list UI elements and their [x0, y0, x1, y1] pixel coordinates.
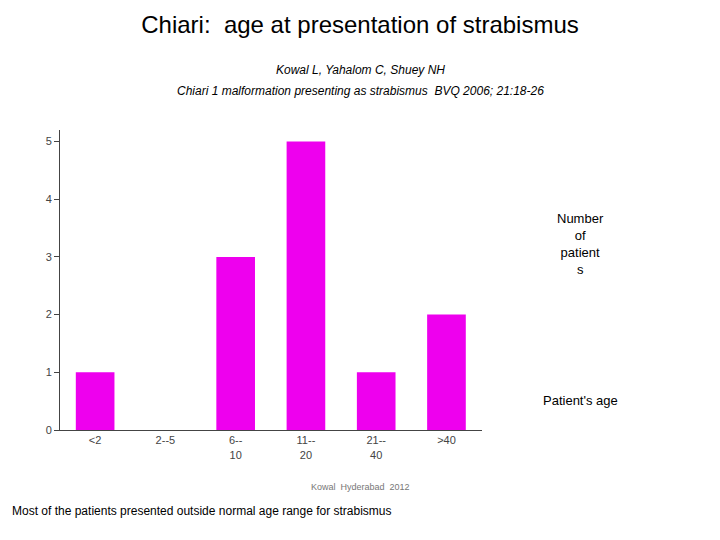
svg-text:0: 0: [46, 424, 52, 436]
svg-text:>40: >40: [437, 434, 456, 446]
svg-text:3: 3: [46, 251, 52, 263]
svg-text:Most of the patients presented: Most of the patients presented outside n…: [12, 504, 392, 518]
svg-text:Kowal L, Yahalom C, Shuey NH: Kowal L, Yahalom C, Shuey NH: [276, 63, 445, 77]
svg-text:6--10: 6--10: [229, 434, 243, 460]
svg-text:Chiari: age at presentation o: Chiari: age at presentation of strabismu…: [141, 11, 579, 38]
svg-text:4: 4: [46, 193, 52, 205]
svg-text:<2: <2: [89, 434, 102, 446]
svg-text:2--5: 2--5: [156, 434, 176, 446]
svg-text:5: 5: [46, 135, 52, 147]
svg-text:2: 2: [46, 308, 52, 320]
svg-text:Chiari 1 malformation presenti: Chiari 1 malformation presenting as stra…: [177, 84, 544, 98]
svg-text:1: 1: [46, 366, 52, 378]
svg-text:21--40: 21--40: [366, 434, 386, 460]
svg-text:11--20: 11--20: [297, 434, 316, 460]
svg-text:Patient's age: Patient's age: [543, 393, 618, 408]
svg-text:Numberofpatients: Numberofpatients: [557, 211, 604, 277]
svg-text:Kowal Hyderabad 2012: Kowal Hyderabad 2012: [311, 482, 410, 492]
